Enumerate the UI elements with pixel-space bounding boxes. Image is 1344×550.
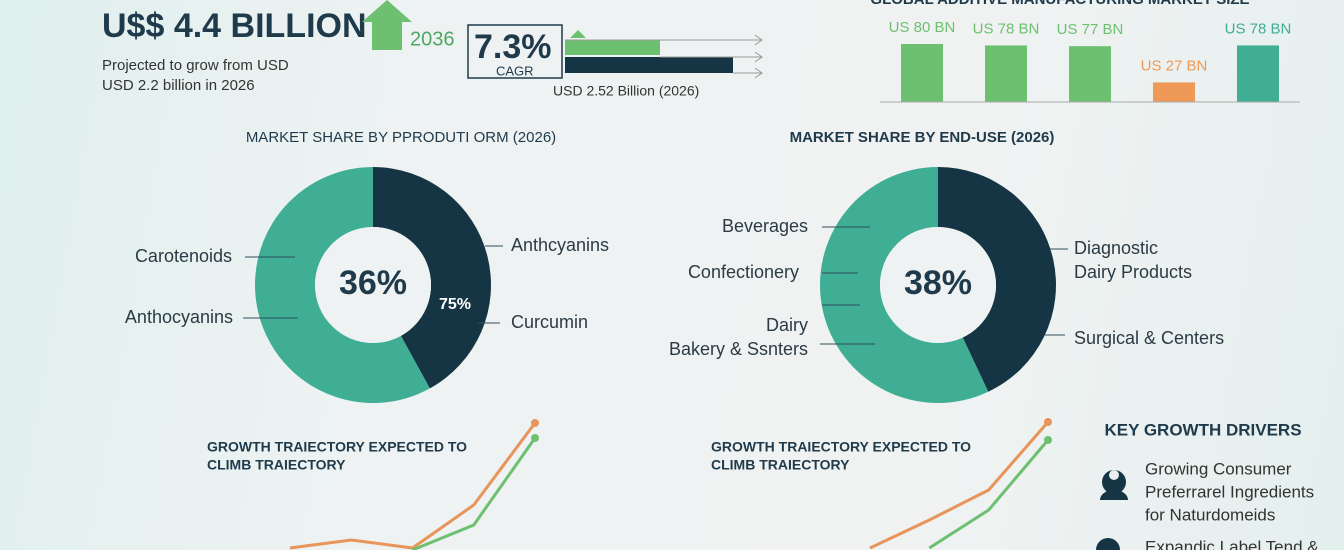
chart-title: MARKET SHARE BY PPRODUTI ORM (2026) — [246, 129, 556, 146]
up-arrow — [362, 0, 412, 50]
value-label: US 80 BN — [889, 19, 956, 36]
year: 2036 — [410, 28, 455, 50]
trend-line — [411, 437, 537, 550]
cagr-label: CAGR — [496, 63, 534, 78]
center-label: 36% — [339, 264, 407, 302]
cagr-note: USD 2.52 Billion (2026) — [553, 83, 699, 99]
cagr-box — [467, 24, 563, 79]
drivers-title: KEY GROWTH DRIVERS — [1104, 420, 1301, 439]
arrows — [565, 34, 763, 79]
donut-hole — [880, 227, 996, 343]
callout-label: Confectionery — [688, 262, 799, 282]
callout-label: Carotenoids — [135, 246, 232, 266]
callout-label: Beverages — [722, 216, 808, 236]
trend-line — [928, 439, 1050, 550]
slice-label: 75% — [439, 296, 471, 313]
trend-line — [289, 422, 537, 550]
chart-title: GLOBAL ADDITIVE MANUFACTURING MARKET SIZ… — [870, 0, 1249, 8]
arrow-tip — [531, 434, 539, 442]
chart-title: CLIMB TRAIECTORY — [711, 457, 850, 473]
bar — [1069, 46, 1111, 102]
callout-label: Anthcyanins — [511, 235, 609, 255]
chart-title: GROWTH TRAIECTORY EXPECTED TO — [711, 439, 971, 455]
callout-label: Surgical & Centers — [1074, 328, 1224, 348]
mini-arrow — [570, 30, 586, 38]
donut-slice — [254, 167, 430, 403]
callout-label: Curcumin — [511, 312, 588, 332]
callout-label: Dairy — [766, 315, 808, 335]
value-label: US 27 BN — [1141, 57, 1208, 74]
cagr-value: 7.3% — [474, 28, 552, 66]
bar — [901, 44, 943, 102]
callout-label: Anthocyanins — [125, 307, 233, 327]
cagr-bar — [565, 57, 733, 73]
driver-text: for Naturdomeids — [1145, 505, 1275, 524]
headline: U$$ 4.4 BILLION — [102, 7, 367, 45]
chart-title: GROWTH TRAIECTORY EXPECTED TO — [207, 439, 467, 455]
center-label: 38% — [904, 264, 972, 302]
driver-text: Growing Consumer — [1145, 459, 1292, 478]
callout-label: Dairy Products — [1074, 262, 1192, 282]
callout-label: Bakery & Ssnters — [669, 339, 808, 359]
driver-icon — [1100, 470, 1128, 500]
value-label: US 77 BN — [1057, 21, 1124, 38]
cagr-bar — [565, 40, 660, 55]
bar — [985, 45, 1027, 102]
bar — [1237, 45, 1279, 102]
arrow-tip — [1044, 436, 1052, 444]
value-label: US 78 BN — [973, 20, 1040, 37]
chart-title: MARKET SHARE BY END-USE (2026) — [790, 129, 1055, 146]
driver-icon — [1096, 538, 1120, 550]
donut-slice — [373, 167, 491, 389]
callout-label: Diagnostic — [1074, 238, 1158, 258]
driver-text: Expandic Label Tend & — [1145, 537, 1319, 550]
donut-slice — [938, 167, 1056, 392]
arrow-tip — [1044, 418, 1052, 426]
value-label: US 78 BN — [1225, 20, 1292, 37]
trend-line — [869, 421, 1050, 550]
subtitle: Projected to grow from USD — [102, 57, 289, 74]
arrow-tip — [531, 419, 539, 427]
chart-title: CLIMB TRAIECTORY — [207, 457, 346, 473]
bar — [1153, 82, 1195, 102]
subtitle: USD 2.2 billion in 2026 — [102, 77, 255, 94]
driver-text: Preferrarel Ingredients — [1145, 482, 1314, 501]
donut-hole — [315, 227, 431, 343]
